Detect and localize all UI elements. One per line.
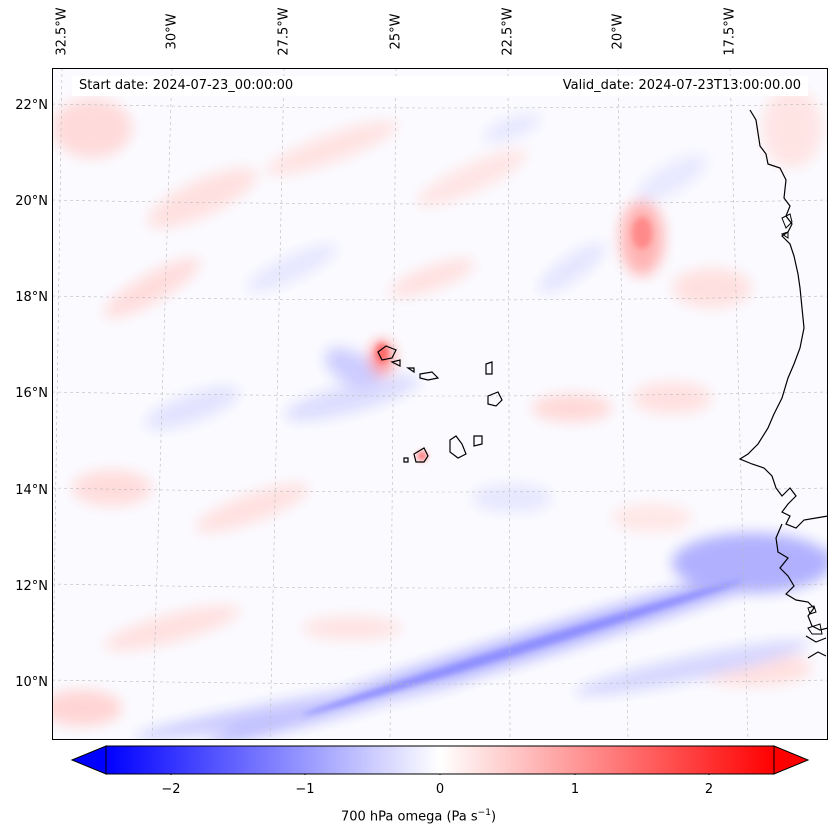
coastline <box>738 109 828 659</box>
latitude-label: 12°N <box>15 579 48 594</box>
latitude-label: 22°N <box>15 98 48 113</box>
valid-date: Valid_date: 2024-07-23T13:00:00.00 <box>562 78 801 93</box>
coastal-islands <box>780 213 823 635</box>
colorbar-tick-label: −2 <box>161 782 181 797</box>
latitude-label: 16°N <box>15 386 48 401</box>
colorbar-extend-low <box>70 745 107 775</box>
longitude-label: 22.5°W <box>500 6 516 56</box>
longitude-label: 20°W <box>610 13 626 49</box>
latitude-label: 10°N <box>15 675 48 690</box>
longitude-label: 30°W <box>164 13 180 49</box>
latitude-label: 14°N <box>15 483 48 498</box>
colorbar-tick-label: 1 <box>570 782 580 797</box>
colorbar-extend-high <box>773 745 810 775</box>
omega-highlights <box>302 217 742 716</box>
colorbar-tick-label: 0 <box>435 782 445 797</box>
cape-verde-islands <box>377 345 503 463</box>
graticule <box>52 68 828 740</box>
start-date: Start date: 2024-07-23_00:00:00 <box>79 78 294 93</box>
longitude-label: 17.5°W <box>722 6 738 56</box>
colorbar <box>70 745 810 775</box>
colorbar-gradient <box>105 745 775 775</box>
map-frame <box>52 68 828 740</box>
longitude-label: 32.5°W <box>54 6 70 56</box>
omega-map <box>52 68 828 740</box>
colorbar-label: 700 hPa omega (Pa s−1) <box>340 808 497 825</box>
longitude-label: 25°W <box>388 13 404 49</box>
date-info-bar: Start date: 2024-07-23_00:00:00 Valid_da… <box>72 76 808 96</box>
longitude-label: 27.5°W <box>276 6 292 56</box>
colorbar-tick-label: −1 <box>295 782 315 797</box>
latitude-label: 18°N <box>15 290 48 305</box>
latitude-label: 20°N <box>15 194 48 209</box>
colorbar-tick-label: 2 <box>704 782 714 797</box>
